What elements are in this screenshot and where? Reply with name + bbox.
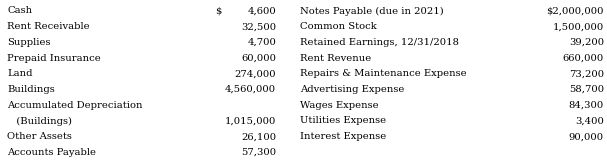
Text: 84,300: 84,300 <box>569 101 604 110</box>
Text: 1,500,000: 1,500,000 <box>553 22 604 31</box>
Text: 32,500: 32,500 <box>241 22 276 31</box>
Text: Advertising Expense: Advertising Expense <box>300 85 405 94</box>
Text: 4,560,000: 4,560,000 <box>225 85 276 94</box>
Text: 4,700: 4,700 <box>247 38 276 47</box>
Text: Repairs & Maintenance Expense: Repairs & Maintenance Expense <box>300 69 467 78</box>
Text: 73,200: 73,200 <box>569 69 604 78</box>
Text: Prepaid Insurance: Prepaid Insurance <box>7 54 101 63</box>
Text: 274,000: 274,000 <box>234 69 276 78</box>
Text: 90,000: 90,000 <box>569 132 604 141</box>
Text: Utilities Expense: Utilities Expense <box>300 116 387 126</box>
Text: Other Assets: Other Assets <box>7 132 72 141</box>
Text: Retained Earnings, 12/31/2018: Retained Earnings, 12/31/2018 <box>300 38 459 47</box>
Text: 58,700: 58,700 <box>569 85 604 94</box>
Text: Buildings: Buildings <box>7 85 55 94</box>
Text: 26,100: 26,100 <box>241 132 276 141</box>
Text: 60,000: 60,000 <box>241 54 276 63</box>
Text: Accumulated Depreciation: Accumulated Depreciation <box>7 101 143 110</box>
Text: Common Stock: Common Stock <box>300 22 377 31</box>
Text: Supplies: Supplies <box>7 38 51 47</box>
Text: $2,000,000: $2,000,000 <box>546 6 604 16</box>
Text: 1,015,000: 1,015,000 <box>225 116 276 126</box>
Text: Notes Payable (due in 2021): Notes Payable (due in 2021) <box>300 6 444 16</box>
Text: 57,300: 57,300 <box>241 148 276 157</box>
Text: $: $ <box>215 6 222 16</box>
Text: Cash: Cash <box>7 6 32 16</box>
Text: Accounts Payable: Accounts Payable <box>7 148 97 157</box>
Text: 39,200: 39,200 <box>569 38 604 47</box>
Text: (Buildings): (Buildings) <box>7 116 72 126</box>
Text: Rent Receivable: Rent Receivable <box>7 22 90 31</box>
Text: 660,000: 660,000 <box>563 54 604 63</box>
Text: Interest Expense: Interest Expense <box>300 132 387 141</box>
Text: 3,400: 3,400 <box>575 116 604 126</box>
Text: Rent Revenue: Rent Revenue <box>300 54 371 63</box>
Text: Land: Land <box>7 69 33 78</box>
Text: 4,600: 4,600 <box>248 6 276 16</box>
Text: Wages Expense: Wages Expense <box>300 101 379 110</box>
